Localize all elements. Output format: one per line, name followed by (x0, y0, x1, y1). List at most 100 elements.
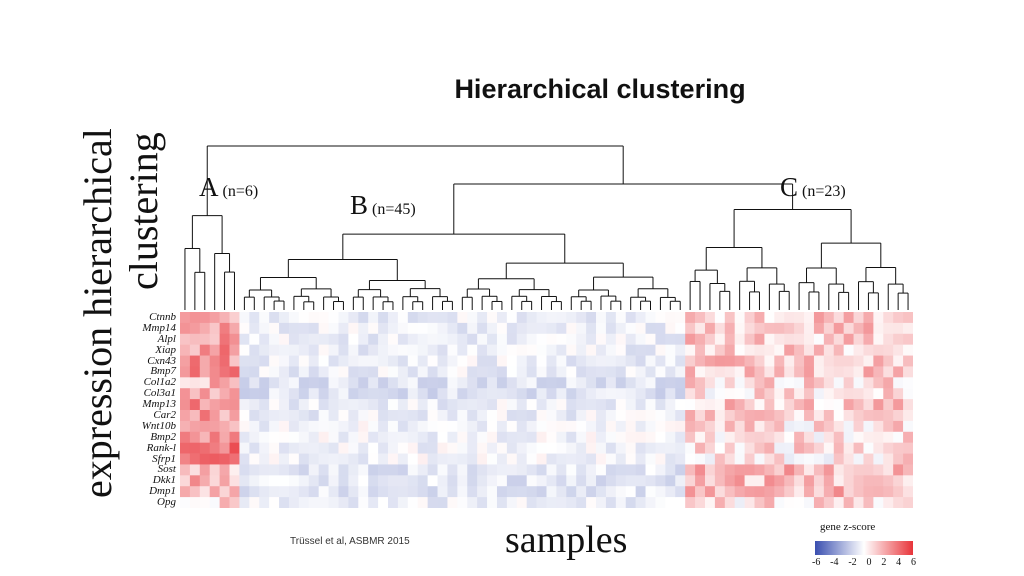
heatmap-cell (209, 399, 220, 411)
heatmap-cell (378, 355, 389, 367)
heatmap-cell (863, 355, 874, 367)
heatmap-cell (645, 322, 656, 335)
heatmap-cell (259, 355, 270, 367)
heatmap-cell (615, 355, 627, 367)
heatmap-cell (308, 420, 319, 433)
heatmap-cell (318, 312, 329, 324)
heatmap-cell (863, 344, 874, 356)
heatmap-cell (496, 355, 508, 367)
heatmap-cell (843, 388, 854, 400)
heatmap-cell (645, 377, 656, 389)
heatmap-cell (378, 453, 389, 465)
heatmap-cell (180, 442, 191, 454)
heatmap-cell (685, 355, 696, 367)
heatmap-cell (328, 464, 339, 476)
heatmap-cell (804, 475, 815, 487)
heatmap-cell (714, 366, 726, 378)
heatmap-cell (883, 399, 894, 411)
heatmap-cell (883, 497, 894, 508)
heatmap-cell (813, 322, 825, 335)
heatmap-cell (239, 355, 250, 367)
heatmap-cell (596, 377, 607, 389)
heatmap-cell (209, 464, 220, 476)
heatmap-cell (586, 453, 597, 465)
heatmap-cell (714, 388, 726, 400)
heatmap-cell (209, 333, 220, 345)
heatmap-cell (596, 453, 607, 465)
heatmap-cell (229, 475, 240, 487)
heatmap-cell (249, 442, 260, 454)
heatmap-cell (903, 453, 913, 465)
heatmap-cell (586, 312, 597, 324)
heatmap-cell (843, 322, 854, 335)
heatmap-cell (794, 497, 805, 508)
heatmap-cell (437, 486, 448, 498)
heatmap-cell (338, 442, 349, 454)
heatmap-cell (635, 333, 646, 345)
heatmap-cell (754, 442, 765, 454)
heatmap-cell (744, 410, 755, 422)
heatmap-cell (219, 431, 230, 443)
heatmap-cell (348, 442, 359, 454)
heatmap-cell (724, 486, 736, 498)
heatmap-cell (328, 355, 339, 367)
heatmap-cell (863, 453, 874, 465)
heatmap-cell (804, 497, 815, 508)
heatmap-cell (249, 366, 260, 378)
heatmap-cell (328, 344, 339, 356)
heatmap-cell (764, 322, 775, 335)
heatmap-cell (417, 431, 428, 443)
heatmap-cell (744, 464, 755, 476)
heatmap-cell (833, 475, 844, 487)
gene-label: Mmp13 (142, 398, 176, 411)
heatmap-cell (388, 486, 399, 498)
heatmap-cell (546, 344, 557, 356)
heatmap-cell (496, 464, 508, 476)
heatmap-cell (903, 431, 913, 443)
heatmap-cell (209, 442, 220, 454)
heatmap-cell (655, 420, 666, 433)
heatmap-cell (269, 420, 280, 433)
heatmap-cell (288, 431, 300, 443)
heatmap-cell (318, 333, 329, 345)
heatmap-cell (338, 388, 349, 400)
heatmap-cell (457, 420, 468, 433)
heatmap-cell (853, 377, 864, 389)
heatmap-cell (417, 497, 428, 508)
heatmap-cell (457, 322, 468, 335)
heatmap-cell (219, 322, 230, 335)
heatmap-cell (288, 410, 300, 422)
heatmap-cell (298, 399, 310, 411)
heatmap-cell (259, 344, 270, 356)
heatmap-cell (635, 399, 646, 411)
heatmap-cell (566, 420, 577, 433)
heatmap-cell (853, 497, 864, 508)
heatmap-cell (764, 344, 775, 356)
heatmap-cell (308, 453, 319, 465)
heatmap-cell (378, 388, 389, 400)
heatmap-cell (516, 431, 527, 443)
heatmap-cell (893, 355, 904, 367)
heatmap-cell (506, 388, 518, 400)
heatmap-cell (318, 464, 329, 476)
heatmap-cell (249, 486, 260, 498)
heatmap-cell (744, 486, 755, 498)
heatmap-cell (506, 497, 518, 508)
heatmap-cell (546, 312, 557, 324)
heatmap-cell (180, 431, 191, 443)
heatmap-cell (764, 377, 775, 389)
heatmap-cell (269, 464, 280, 476)
heatmap-cell (279, 377, 290, 389)
heatmap-cell (457, 399, 468, 411)
heatmap-cell (467, 464, 478, 476)
heatmap-cell (189, 355, 201, 367)
heatmap-cell (496, 322, 508, 335)
heatmap-cell (794, 486, 805, 498)
heatmap-cell (823, 497, 835, 508)
heatmap-cell (298, 475, 310, 487)
heatmap-cell (883, 322, 894, 335)
heatmap-cell (378, 312, 389, 324)
heatmap-cell (774, 355, 785, 367)
heatmap-cell (675, 377, 686, 389)
heatmap-cell (873, 453, 884, 465)
